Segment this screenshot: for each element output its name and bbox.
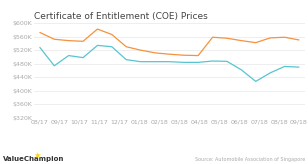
Text: ★: ★	[33, 151, 41, 160]
Text: ValueChampion: ValueChampion	[3, 156, 64, 162]
Text: Certificate of Entitlement (COE) Prices: Certificate of Entitlement (COE) Prices	[34, 12, 208, 21]
Text: Source: Automobile Association of Singapore: Source: Automobile Association of Singap…	[195, 157, 305, 162]
